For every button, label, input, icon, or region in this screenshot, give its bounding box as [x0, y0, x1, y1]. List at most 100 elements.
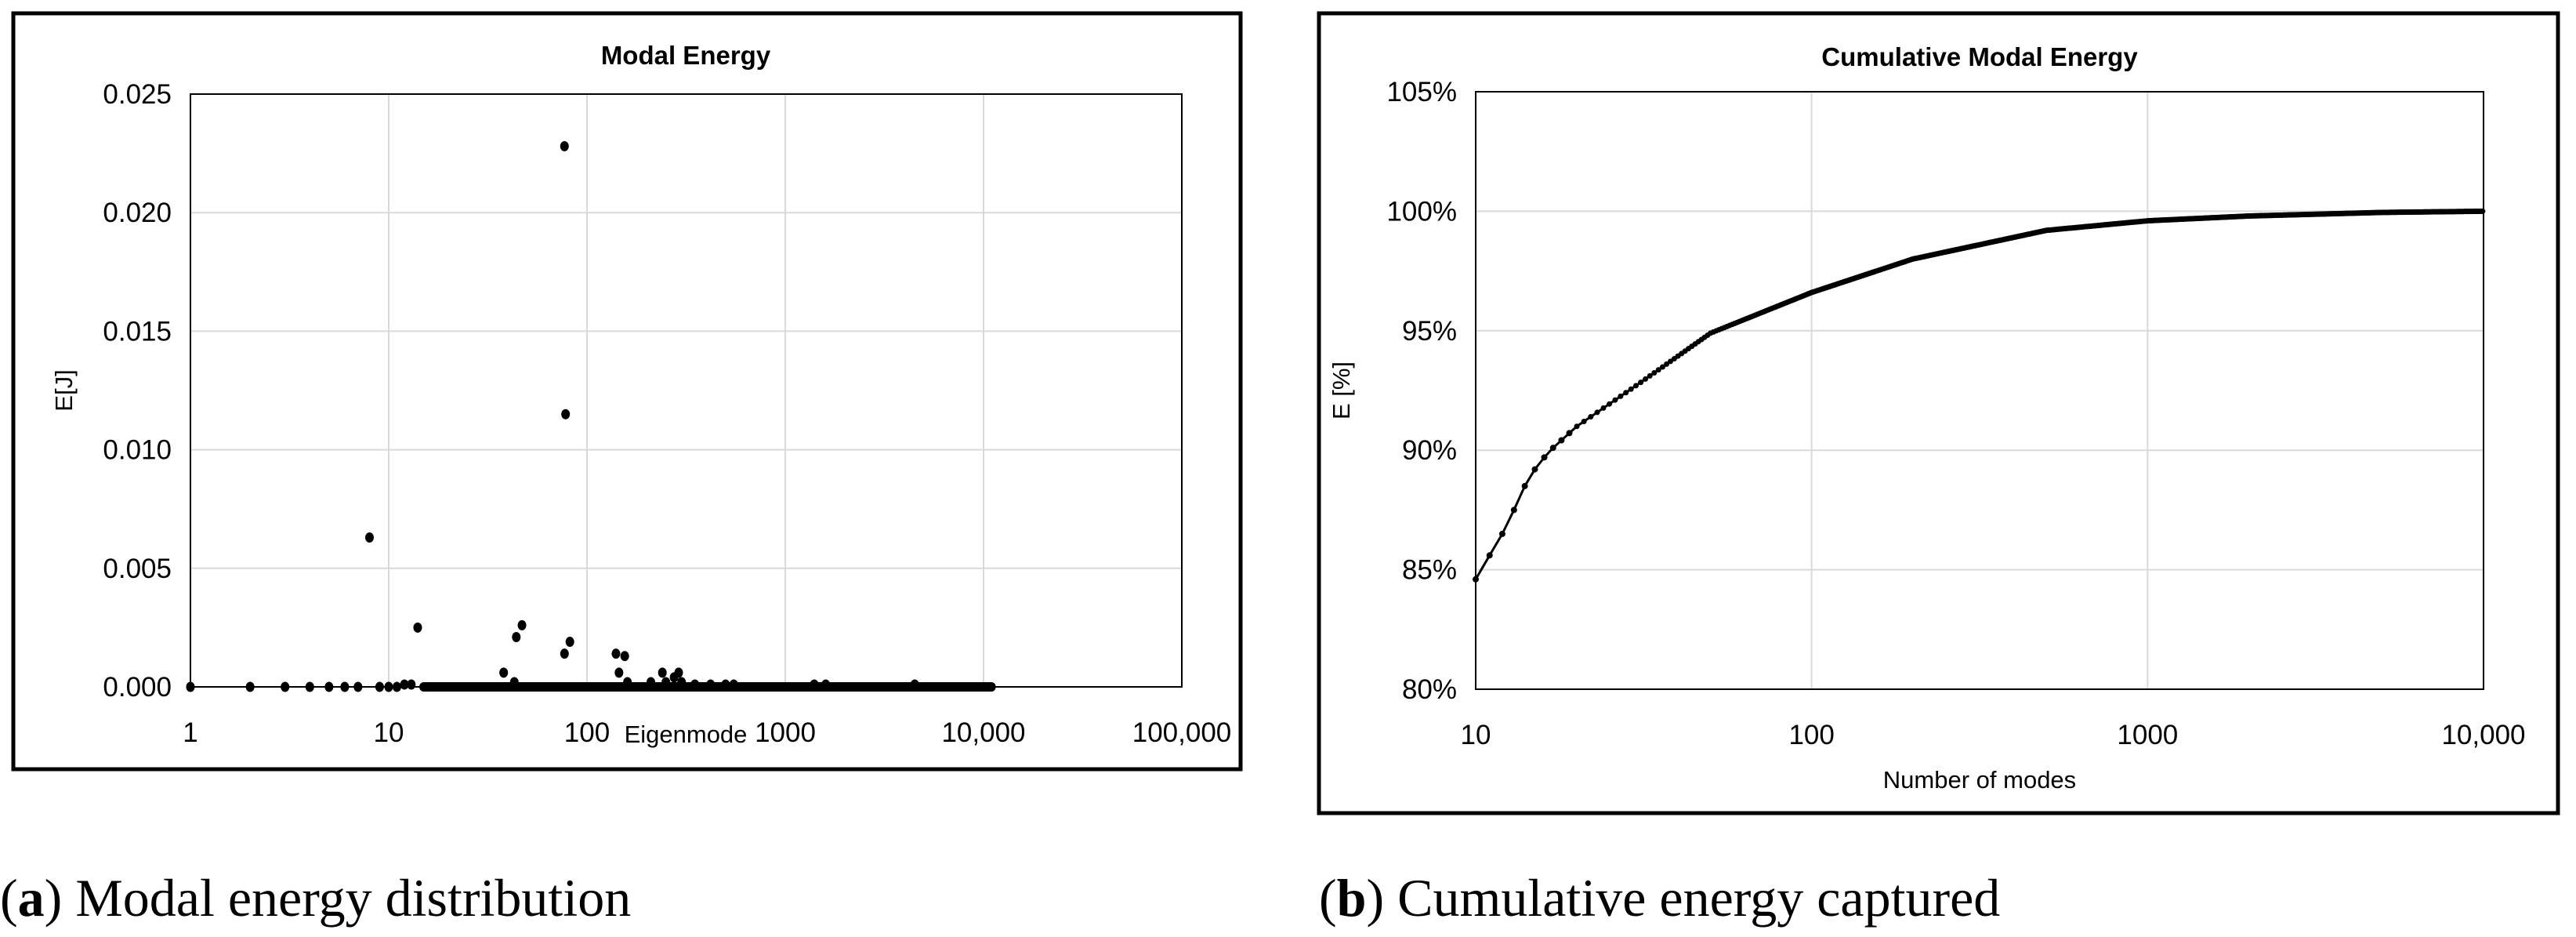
caption-text: Cumulative energy captured — [1384, 868, 2000, 928]
data-point — [413, 622, 422, 633]
data-point — [1638, 380, 1644, 386]
data-point — [565, 637, 574, 648]
data-point — [1581, 418, 1587, 424]
x-tick-label: 10,000 — [2441, 720, 2525, 750]
data-point — [499, 667, 509, 678]
tick-labels: 1 10 100 1000 10,000 100,000 0.000 0.005 0.010 0.… — [103, 79, 1231, 748]
data-point — [1607, 401, 1613, 407]
y-tick-label: 90% — [1402, 435, 1457, 466]
plot-area — [190, 93, 1183, 688]
data-point — [810, 679, 819, 690]
data-point — [375, 681, 384, 692]
y-tick-label: 0.000 — [103, 672, 172, 703]
y-tick-label: 0.005 — [103, 554, 172, 584]
caption-b: (b) Cumulative energy captured — [1319, 868, 2000, 928]
data-point — [620, 651, 629, 662]
x-axis-title: Number of modes — [1883, 766, 2076, 794]
data-point — [517, 619, 527, 630]
data-point — [560, 648, 569, 659]
x-tick-label: 1 — [183, 717, 197, 748]
caption-label: a — [18, 868, 45, 928]
data-point — [245, 681, 255, 692]
data-point — [661, 677, 671, 688]
data-point — [340, 681, 350, 692]
chart-frame — [1317, 11, 2560, 815]
x-tick-label: 1000 — [755, 717, 816, 748]
data-point — [706, 679, 716, 690]
data-point — [1600, 405, 1607, 411]
data-point — [1659, 364, 1665, 370]
x-tick-label: 100,000 — [1132, 717, 1232, 748]
data-point — [1498, 530, 1505, 537]
data-point — [281, 681, 290, 692]
chart-frame — [11, 11, 1243, 772]
data-point — [1618, 393, 1624, 399]
series-line — [1474, 209, 2484, 580]
chart-title: Modal Energy — [601, 41, 771, 70]
data-point — [305, 681, 314, 692]
x-tick-label: 1000 — [2117, 720, 2178, 750]
data-point — [364, 532, 374, 543]
data-point — [1574, 423, 1580, 430]
x-tick-label: 10 — [1461, 720, 1491, 750]
data-point — [987, 682, 996, 692]
data-point — [677, 677, 687, 688]
y-tick-label: 80% — [1402, 674, 1457, 705]
data-point — [384, 681, 393, 692]
data-point — [1566, 430, 1573, 437]
data-point — [674, 667, 683, 678]
y-tick-label: 0.010 — [103, 435, 172, 466]
data-points — [186, 141, 1182, 692]
y-tick-label: 0.015 — [103, 316, 172, 347]
y-tick-label: 0.020 — [103, 198, 172, 228]
data-point — [1633, 383, 1639, 389]
data-point — [1594, 409, 1600, 416]
data-point — [1473, 576, 1479, 583]
data-point — [1655, 367, 1661, 373]
data-point — [1541, 454, 1548, 461]
grid-lines — [190, 94, 1182, 687]
data-point — [1628, 386, 1634, 392]
x-tick-label: 10,000 — [941, 717, 1025, 748]
panel-modal-energy: Modal Energy Eigenmode E[J] 1 10 100 1000 10… — [0, 11, 1243, 928]
panel-cumulative-energy: Cumulative Modal Energy Number of modes … — [1317, 11, 2560, 928]
data-point — [910, 679, 919, 690]
data-point — [647, 677, 656, 688]
grid-lines — [1476, 92, 2484, 689]
x-axis-title: Eigenmode — [625, 721, 748, 748]
data-point — [658, 667, 667, 678]
chart-title: Cumulative Modal Energy — [1821, 42, 2138, 71]
y-tick-label: 85% — [1402, 555, 1457, 586]
x-tick-label: 100 — [564, 717, 610, 748]
tick-labels: 10 100 1000 10,000 80% 85% 90% 95% 100% 105% — [1386, 77, 2525, 750]
data-point — [1664, 361, 1670, 367]
data-point — [560, 141, 569, 152]
data-point — [353, 681, 363, 692]
data-point — [1623, 390, 1629, 396]
data-point — [400, 679, 409, 690]
y-tick-label: 105% — [1386, 77, 1457, 107]
x-tick-label: 10 — [374, 717, 404, 748]
data-point — [690, 679, 700, 690]
y-axis-title: E[J] — [50, 369, 78, 411]
data-point — [1651, 369, 1658, 376]
data-point — [623, 677, 632, 688]
data-point — [186, 681, 195, 692]
data-point — [392, 681, 401, 692]
data-point — [407, 679, 416, 690]
data-point — [821, 679, 831, 690]
caption-a: (a) Modal energy distribution — [0, 868, 631, 928]
data-point — [1510, 507, 1517, 514]
data-point — [721, 679, 730, 690]
y-tick-label: 0.025 — [103, 79, 172, 110]
data-point — [1668, 358, 1674, 365]
plot-area — [1475, 91, 2484, 690]
data-point — [1558, 437, 1565, 444]
data-point — [324, 681, 334, 692]
data-point — [1549, 445, 1556, 452]
y-axis-title: E [%] — [1328, 361, 1355, 419]
x-tick-label: 100 — [1788, 720, 1834, 750]
data-point — [1588, 414, 1594, 420]
data-point — [1531, 466, 1538, 473]
